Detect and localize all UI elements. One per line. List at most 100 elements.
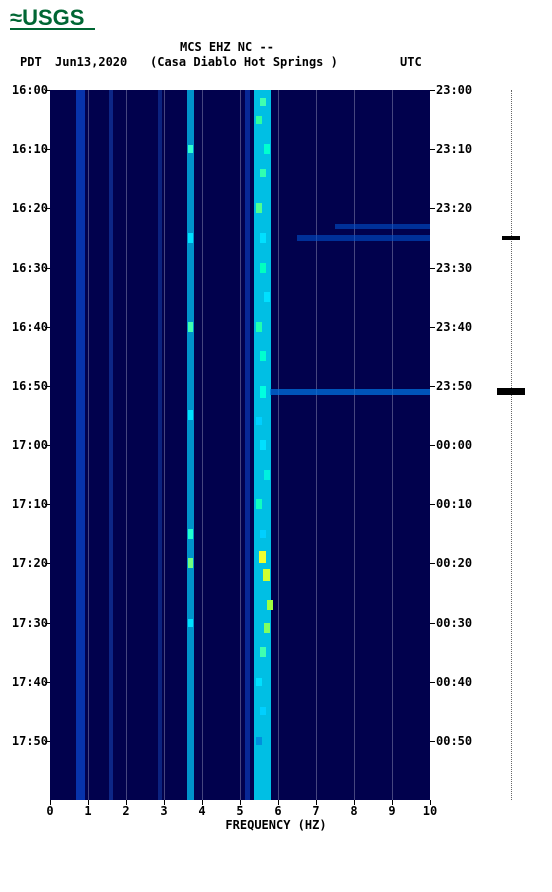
y-tick-right: 00:00 bbox=[436, 438, 472, 452]
spectral-hotspot bbox=[260, 351, 266, 361]
tick-mark bbox=[45, 682, 50, 683]
x-axis-title: FREQUENCY (HZ) bbox=[225, 818, 326, 832]
y-tick-left: 16:30 bbox=[3, 261, 48, 275]
y-tick-right: 23:50 bbox=[436, 379, 472, 393]
y-tick-right: 23:40 bbox=[436, 320, 472, 334]
tick-mark bbox=[50, 800, 51, 805]
spectral-event bbox=[297, 235, 430, 241]
tick-mark bbox=[45, 504, 50, 505]
gridline bbox=[202, 90, 203, 800]
spectral-hotspot bbox=[264, 470, 270, 480]
spectral-hotspot bbox=[188, 322, 193, 332]
gridline bbox=[392, 90, 393, 800]
tick-mark bbox=[202, 800, 203, 805]
left-timezone-label: PDT bbox=[20, 55, 42, 69]
spectral-hotspot bbox=[188, 619, 193, 627]
tick-mark bbox=[430, 623, 435, 624]
x-tick: 3 bbox=[160, 804, 167, 818]
x-tick: 10 bbox=[423, 804, 437, 818]
spectral-hotspot bbox=[188, 529, 193, 539]
waveform-sidebar bbox=[496, 90, 526, 800]
gridline bbox=[126, 90, 127, 800]
spectral-hotspot bbox=[260, 530, 266, 538]
spectral-band bbox=[187, 90, 195, 800]
spectral-hotspot bbox=[260, 98, 266, 106]
x-tick: 2 bbox=[122, 804, 129, 818]
spectral-band bbox=[245, 90, 251, 800]
tick-mark bbox=[45, 90, 50, 91]
y-tick-left: 16:50 bbox=[3, 379, 48, 393]
location-label: (Casa Diablo Hot Springs ) bbox=[150, 55, 338, 69]
tick-mark bbox=[430, 149, 435, 150]
spectral-event bbox=[270, 389, 430, 395]
tick-mark bbox=[430, 268, 435, 269]
tick-mark bbox=[430, 504, 435, 505]
tick-mark bbox=[430, 386, 435, 387]
spectral-hotspot bbox=[264, 623, 270, 633]
tick-mark bbox=[45, 445, 50, 446]
tick-mark bbox=[45, 623, 50, 624]
spectral-hotspot bbox=[260, 169, 266, 177]
tick-mark bbox=[45, 208, 50, 209]
waveform-baseline bbox=[511, 90, 512, 800]
spectral-hotspot bbox=[260, 386, 266, 398]
gridline bbox=[240, 90, 241, 800]
y-tick-right: 00:10 bbox=[436, 497, 472, 511]
tick-mark bbox=[45, 563, 50, 564]
tick-mark bbox=[45, 327, 50, 328]
tick-mark bbox=[164, 800, 165, 805]
spectral-hotspot bbox=[188, 233, 193, 243]
y-tick-left: 16:10 bbox=[3, 142, 48, 156]
y-tick-right: 23:20 bbox=[436, 201, 472, 215]
tick-mark bbox=[430, 90, 435, 91]
spectrogram-plot bbox=[50, 90, 430, 800]
tick-mark bbox=[430, 741, 435, 742]
tick-mark bbox=[354, 800, 355, 805]
spectral-event bbox=[335, 224, 430, 229]
tick-mark bbox=[316, 800, 317, 805]
spectral-hotspot bbox=[256, 322, 262, 332]
tick-mark bbox=[430, 800, 431, 805]
gridline bbox=[354, 90, 355, 800]
spectral-hotspot bbox=[267, 600, 273, 610]
y-tick-right: 23:30 bbox=[436, 261, 472, 275]
y-tick-right: 23:10 bbox=[436, 142, 472, 156]
gridline bbox=[316, 90, 317, 800]
spectral-hotspot bbox=[264, 292, 270, 302]
spectral-hotspot bbox=[260, 263, 266, 273]
spectral-hotspot bbox=[264, 144, 270, 154]
gridline bbox=[88, 90, 89, 800]
spectral-hotspot bbox=[259, 551, 266, 563]
tick-mark bbox=[88, 800, 89, 805]
y-tick-left: 17:00 bbox=[3, 438, 48, 452]
spectral-hotspot bbox=[188, 145, 193, 153]
tick-mark bbox=[126, 800, 127, 805]
y-tick-right: 00:40 bbox=[436, 675, 472, 689]
spectral-hotspot bbox=[256, 417, 262, 425]
spectral-hotspot bbox=[256, 116, 262, 124]
tick-mark bbox=[45, 386, 50, 387]
tick-mark bbox=[430, 208, 435, 209]
waveform-event bbox=[497, 388, 525, 395]
y-tick-right: 00:20 bbox=[436, 556, 472, 570]
spectral-hotspot bbox=[256, 203, 262, 213]
y-tick-right: 23:00 bbox=[436, 83, 472, 97]
y-tick-left: 16:40 bbox=[3, 320, 48, 334]
y-tick-left: 17:40 bbox=[3, 675, 48, 689]
tick-mark bbox=[392, 800, 393, 805]
spectral-hotspot bbox=[263, 569, 270, 581]
x-tick: 6 bbox=[274, 804, 281, 818]
spectral-hotspot bbox=[256, 737, 262, 745]
tick-mark bbox=[45, 149, 50, 150]
spectral-hotspot bbox=[260, 440, 266, 450]
y-tick-right: 00:50 bbox=[436, 734, 472, 748]
x-tick: 0 bbox=[46, 804, 53, 818]
spectral-hotspot bbox=[188, 410, 193, 420]
x-tick: 4 bbox=[198, 804, 205, 818]
spectral-band bbox=[109, 90, 114, 800]
tick-mark bbox=[430, 563, 435, 564]
station-code: MCS EHZ NC -- bbox=[180, 40, 274, 54]
gridline bbox=[164, 90, 165, 800]
x-tick: 1 bbox=[84, 804, 91, 818]
spectral-hotspot bbox=[260, 647, 266, 657]
